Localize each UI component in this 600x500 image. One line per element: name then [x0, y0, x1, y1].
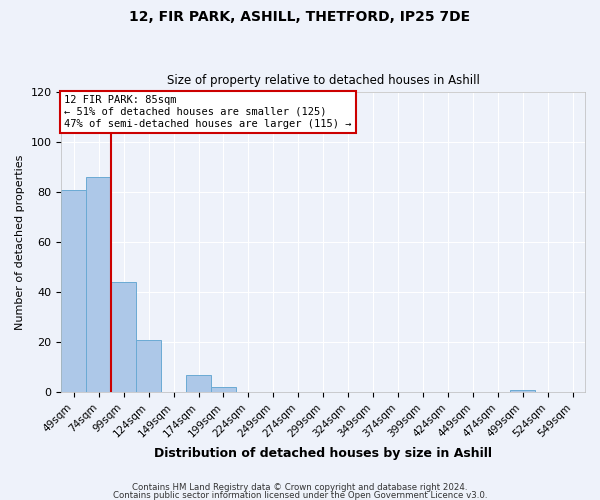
- X-axis label: Distribution of detached houses by size in Ashill: Distribution of detached houses by size …: [154, 447, 492, 460]
- Bar: [186, 374, 211, 392]
- Text: Contains public sector information licensed under the Open Government Licence v3: Contains public sector information licen…: [113, 490, 487, 500]
- Text: Contains HM Land Registry data © Crown copyright and database right 2024.: Contains HM Land Registry data © Crown c…: [132, 484, 468, 492]
- Bar: [136, 340, 161, 392]
- Title: Size of property relative to detached houses in Ashill: Size of property relative to detached ho…: [167, 74, 479, 87]
- Text: 12 FIR PARK: 85sqm
← 51% of detached houses are smaller (125)
47% of semi-detach: 12 FIR PARK: 85sqm ← 51% of detached hou…: [64, 96, 352, 128]
- Y-axis label: Number of detached properties: Number of detached properties: [15, 154, 25, 330]
- Text: 12, FIR PARK, ASHILL, THETFORD, IP25 7DE: 12, FIR PARK, ASHILL, THETFORD, IP25 7DE: [130, 10, 470, 24]
- Bar: [510, 390, 535, 392]
- Bar: [111, 282, 136, 392]
- Bar: [211, 387, 236, 392]
- Bar: [61, 190, 86, 392]
- Bar: [86, 178, 111, 392]
